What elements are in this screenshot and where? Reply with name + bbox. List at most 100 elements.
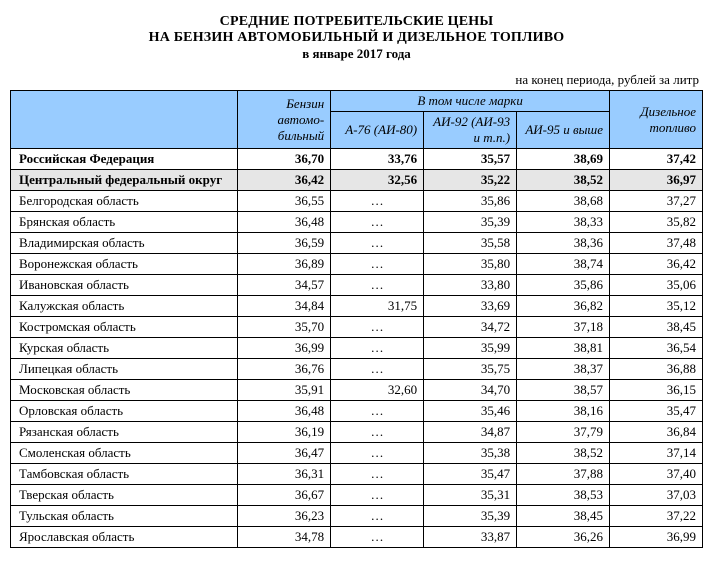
cell-ai95: 36,82	[517, 296, 610, 317]
cell-a76: …	[331, 212, 424, 233]
district-benzin: 36,42	[238, 170, 331, 191]
table-row: Курская область36,99…35,9938,8136,54	[11, 338, 703, 359]
cell-ai95: 38,74	[517, 254, 610, 275]
cell-ai95: 38,16	[517, 401, 610, 422]
cell-diesel: 38,45	[610, 317, 703, 338]
district-a76: 32,56	[331, 170, 424, 191]
cell-region-name: Калужская область	[11, 296, 238, 317]
cell-benzin: 36,99	[238, 338, 331, 359]
cell-a76: …	[331, 191, 424, 212]
cell-a76: …	[331, 338, 424, 359]
cell-diesel: 36,84	[610, 422, 703, 443]
cell-a76: …	[331, 422, 424, 443]
cell-ai92: 35,75	[424, 359, 517, 380]
district-name: Центральный федеральный округ	[11, 170, 238, 191]
cell-ai92: 35,86	[424, 191, 517, 212]
cell-ai92: 35,80	[424, 254, 517, 275]
district-ai95: 38,52	[517, 170, 610, 191]
title-line-3: в январе 2017 года	[10, 46, 703, 62]
cell-region-name: Владимирская область	[11, 233, 238, 254]
cell-region-name: Тамбовская область	[11, 464, 238, 485]
cell-ai92: 35,38	[424, 443, 517, 464]
cell-benzin: 36,47	[238, 443, 331, 464]
total-name: Российская Федерация	[11, 149, 238, 170]
cell-region-name: Рязанская область	[11, 422, 238, 443]
cell-ai95: 38,37	[517, 359, 610, 380]
cell-diesel: 37,40	[610, 464, 703, 485]
header-region	[11, 91, 238, 149]
cell-ai92: 35,39	[424, 506, 517, 527]
cell-benzin: 36,67	[238, 485, 331, 506]
cell-a76: 32,60	[331, 380, 424, 401]
cell-diesel: 36,15	[610, 380, 703, 401]
table-row: Калужская область34,8431,7533,6936,8235,…	[11, 296, 703, 317]
cell-benzin: 34,78	[238, 527, 331, 548]
header-diesel: Дизельное топливо	[610, 91, 703, 149]
cell-ai92: 35,39	[424, 212, 517, 233]
total-diesel: 37,42	[610, 149, 703, 170]
cell-ai95: 38,52	[517, 443, 610, 464]
cell-ai95: 37,88	[517, 464, 610, 485]
cell-ai92: 35,46	[424, 401, 517, 422]
cell-diesel: 36,42	[610, 254, 703, 275]
cell-ai92: 34,87	[424, 422, 517, 443]
cell-a76: …	[331, 464, 424, 485]
table-row: Смоленская область36,47…35,3838,5237,14	[11, 443, 703, 464]
cell-ai95: 37,79	[517, 422, 610, 443]
unit-note: на конец периода, рублей за литр	[10, 72, 703, 88]
cell-region-name: Орловская область	[11, 401, 238, 422]
cell-benzin: 34,57	[238, 275, 331, 296]
cell-benzin: 36,23	[238, 506, 331, 527]
row-total: Российская Федерация 36,70 33,76 35,57 3…	[11, 149, 703, 170]
cell-region-name: Ярославская область	[11, 527, 238, 548]
table-row: Воронежская область36,89…35,8038,7436,42	[11, 254, 703, 275]
cell-region-name: Воронежская область	[11, 254, 238, 275]
title-line-1: СРЕДНИЕ ПОТРЕБИТЕЛЬСКИЕ ЦЕНЫ	[10, 14, 703, 30]
cell-benzin: 36,55	[238, 191, 331, 212]
cell-benzin: 36,48	[238, 401, 331, 422]
cell-benzin: 36,59	[238, 233, 331, 254]
cell-a76: …	[331, 506, 424, 527]
cell-ai92: 34,72	[424, 317, 517, 338]
cell-a76: …	[331, 443, 424, 464]
cell-region-name: Московская область	[11, 380, 238, 401]
cell-a76: …	[331, 485, 424, 506]
header-benzin: Бензин автомо-бильный	[238, 91, 331, 149]
cell-ai95: 38,68	[517, 191, 610, 212]
cell-diesel: 35,82	[610, 212, 703, 233]
cell-ai95: 38,81	[517, 338, 610, 359]
cell-benzin: 35,91	[238, 380, 331, 401]
cell-diesel: 37,48	[610, 233, 703, 254]
cell-region-name: Брянская область	[11, 212, 238, 233]
district-ai92: 35,22	[424, 170, 517, 191]
cell-benzin: 34,84	[238, 296, 331, 317]
cell-benzin: 36,19	[238, 422, 331, 443]
cell-region-name: Смоленская область	[11, 443, 238, 464]
cell-a76: …	[331, 254, 424, 275]
cell-benzin: 36,76	[238, 359, 331, 380]
cell-diesel: 37,14	[610, 443, 703, 464]
title-line-2: НА БЕНЗИН АВТОМОБИЛЬНЫЙ И ДИЗЕЛЬНОЕ ТОПЛ…	[10, 30, 703, 46]
cell-a76: …	[331, 233, 424, 254]
header-marks-group: В том числе марки	[331, 91, 610, 112]
cell-ai92: 33,87	[424, 527, 517, 548]
cell-ai92: 35,58	[424, 233, 517, 254]
cell-a76: …	[331, 401, 424, 422]
cell-benzin: 36,48	[238, 212, 331, 233]
cell-diesel: 35,47	[610, 401, 703, 422]
cell-ai92: 34,70	[424, 380, 517, 401]
table-body: Российская Федерация 36,70 33,76 35,57 3…	[11, 149, 703, 548]
header-a76: А-76 (АИ-80)	[331, 112, 424, 149]
cell-region-name: Липецкая область	[11, 359, 238, 380]
cell-benzin: 36,89	[238, 254, 331, 275]
total-benzin: 36,70	[238, 149, 331, 170]
cell-ai92: 33,80	[424, 275, 517, 296]
cell-ai95: 38,53	[517, 485, 610, 506]
title-block: СРЕДНИЕ ПОТРЕБИТЕЛЬСКИЕ ЦЕНЫ НА БЕНЗИН А…	[10, 14, 703, 62]
cell-region-name: Курская область	[11, 338, 238, 359]
cell-ai95: 37,18	[517, 317, 610, 338]
cell-ai92: 35,47	[424, 464, 517, 485]
cell-diesel: 36,99	[610, 527, 703, 548]
cell-a76: …	[331, 527, 424, 548]
cell-a76: …	[331, 275, 424, 296]
